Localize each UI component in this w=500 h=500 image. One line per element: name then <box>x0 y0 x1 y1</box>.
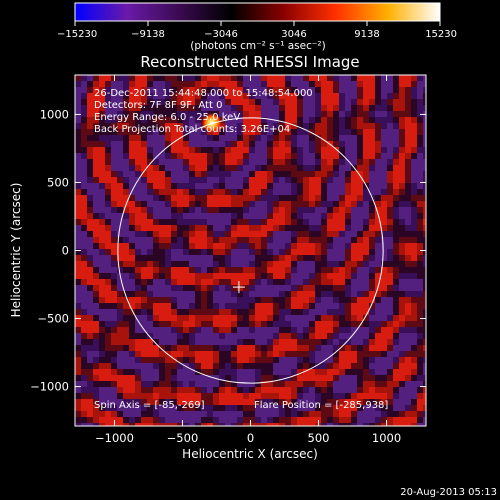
footer-date: 20-Aug-2013 05:13 <box>400 487 497 498</box>
heatmap-image <box>75 75 426 426</box>
y-tick-label: 1000 <box>40 107 69 121</box>
info-line: Back Projection Total counts: 3.26E+04 <box>94 124 290 135</box>
spin-axis-marker <box>232 281 245 294</box>
colorbar-tick-label: 9138 <box>354 29 379 40</box>
y-tick-label: −500 <box>37 312 69 326</box>
colorbar-tick-label: −9138 <box>131 29 165 40</box>
colorbar-unit-label: (photons cm⁻² s⁻¹ asec⁻²) <box>190 40 325 52</box>
x-tick-label: 0 <box>247 431 254 445</box>
solar-limb-circle <box>117 117 384 384</box>
colorbar-ticks: −15230 −9138 −3046 3046 9138 15230 <box>57 21 457 40</box>
info-text-block: 26-Dec-2011 15:44:48.000 to 15:48:54.000… <box>94 88 313 135</box>
chart-title: Reconstructed RHESSI Image <box>140 53 359 71</box>
spin-axis-label: Spin Axis = [-85,-269] <box>94 400 205 411</box>
x-tick-label: −1000 <box>95 431 134 445</box>
flare-source <box>201 112 222 133</box>
y-tick-label: 500 <box>47 175 69 189</box>
flare-position-label: Flare Position = [-285,938] <box>254 400 388 411</box>
colorbar-frame <box>74 2 441 22</box>
y-tick-label: −1000 <box>30 380 69 394</box>
x-tick-label: −500 <box>167 431 199 445</box>
colorbar-tick-label: 3046 <box>281 29 306 40</box>
x-axis: −1000 −500 0 500 1000 <box>95 75 401 445</box>
colorbar-tick-label: 15230 <box>425 29 457 40</box>
y-tick-label: 0 <box>62 244 69 258</box>
x-axis-label: Heliocentric X (arcsec) <box>182 447 318 461</box>
x-tick-label: 500 <box>308 431 330 445</box>
colorbar-tick-label: −3046 <box>204 29 238 40</box>
info-line: Detectors: 7F 8F 9F, Att 0 <box>94 100 222 111</box>
y-axis-label: Heliocentric Y (arcsec) <box>9 183 23 318</box>
y-axis: −1000 −500 0 500 1000 <box>30 107 426 394</box>
colorbar-tick-label: −15230 <box>57 29 97 40</box>
info-line: Energy Range: 6.0 - 25.0 keV <box>94 112 240 123</box>
colorbar <box>75 3 440 21</box>
x-tick-label: 1000 <box>372 431 401 445</box>
info-line: 26-Dec-2011 15:44:48.000 to 15:48:54.000 <box>94 88 313 99</box>
